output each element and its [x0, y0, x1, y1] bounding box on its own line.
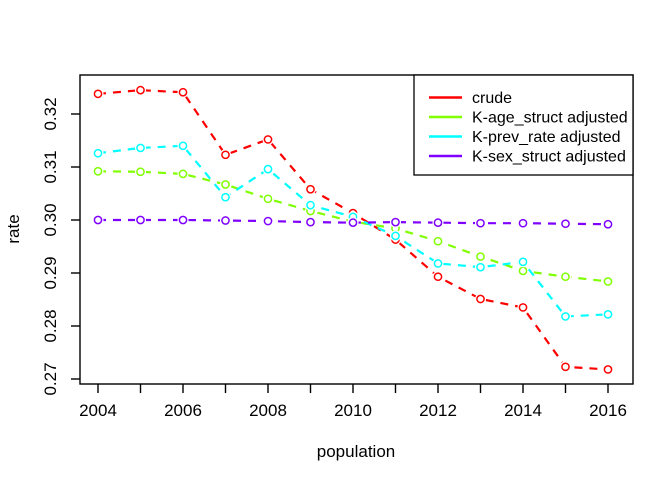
x-tick-label: 2006 [164, 401, 202, 420]
data-point-marker [178, 215, 188, 225]
data-point-marker [136, 143, 145, 153]
legend-item-k-age-struct: K-age_struct adjusted [429, 110, 628, 127]
legend-item-k-sex-struct: K-sex_struct adjusted [429, 149, 626, 166]
plot-area [92, 84, 614, 375]
data-point-marker [221, 180, 230, 189]
legend-label: K-prev_rate adjusted [472, 129, 621, 146]
data-point-marker [518, 266, 528, 276]
y-tick-label: 0.32 [41, 97, 60, 130]
data-point-marker [306, 217, 315, 227]
data-point-marker [476, 218, 485, 228]
legend-label: crude [472, 90, 512, 107]
data-point-marker [518, 257, 528, 267]
data-point-marker [603, 277, 613, 286]
data-point-marker [433, 272, 443, 282]
data-point-marker [221, 150, 230, 160]
data-point-marker [93, 215, 103, 225]
x-tick-label: 2010 [334, 401, 372, 420]
data-point-marker [178, 141, 188, 151]
data-point-marker [306, 200, 315, 210]
data-point-marker [93, 166, 103, 176]
data-point-marker [136, 215, 145, 225]
data-point-marker [603, 365, 613, 374]
data-point-marker [561, 272, 570, 282]
legend-label: K-age_struct adjusted [472, 110, 628, 127]
y-axis-label: rate [4, 214, 23, 243]
x-axis-label: population [317, 442, 395, 461]
legend-label: K-sex_struct adjusted [472, 149, 626, 166]
legend-item-crude: crude [429, 90, 512, 107]
data-point-marker [476, 262, 485, 272]
data-point-marker [263, 216, 273, 226]
y-tick-label: 0.30 [41, 203, 60, 236]
data-point-marker [263, 164, 273, 174]
data-point-marker [136, 85, 145, 95]
y-tick-label: 0.28 [41, 309, 60, 342]
data-point-marker [603, 219, 613, 229]
x-tick-label: 2014 [504, 401, 542, 420]
y-tick-label: 0.31 [41, 150, 60, 183]
data-point-marker [391, 217, 400, 227]
legend: crude K-age_struct adjusted K-prev_rate … [413, 74, 634, 176]
data-point-marker [561, 312, 570, 321]
data-point-marker [433, 236, 443, 246]
x-tick-label: 2012 [419, 401, 457, 420]
y-tick-label: 0.27 [41, 362, 60, 395]
x-tick-label: 2016 [589, 401, 627, 420]
data-point-marker [263, 194, 273, 204]
data-point-marker [603, 309, 613, 319]
x-tick-label: 2004 [79, 401, 117, 420]
legend-item-k-prev-rate: K-prev_rate adjusted [429, 129, 621, 146]
data-point-marker [136, 167, 145, 177]
data-point-marker [561, 219, 570, 229]
data-point-marker [433, 218, 443, 227]
data-point-marker [93, 89, 103, 99]
data-point-marker [221, 216, 230, 225]
data-point-marker [561, 362, 570, 372]
data-point-marker [391, 231, 400, 241]
data-point-marker [476, 252, 485, 261]
x-tick-label: 2008 [249, 401, 287, 420]
data-point-marker [348, 218, 358, 227]
data-point-marker [178, 169, 188, 179]
data-point-marker [518, 303, 528, 312]
data-point-marker [433, 259, 443, 268]
y-tick-label: 0.29 [41, 256, 60, 289]
data-point-marker [93, 148, 103, 158]
series-k-sex_struct [92, 214, 614, 230]
data-point-marker [518, 218, 528, 228]
data-point-marker [178, 87, 188, 97]
data-point-marker [221, 192, 230, 202]
data-point-marker [263, 135, 273, 144]
legend-box [413, 74, 634, 176]
y-axis: 0.27 0.28 0.29 0.30 0.31 0.32 [41, 97, 80, 396]
x-axis: 2004 2006 2008 2010 2012 2014 2016 [79, 384, 627, 420]
data-point-marker [306, 184, 315, 194]
data-point-marker [476, 294, 485, 304]
